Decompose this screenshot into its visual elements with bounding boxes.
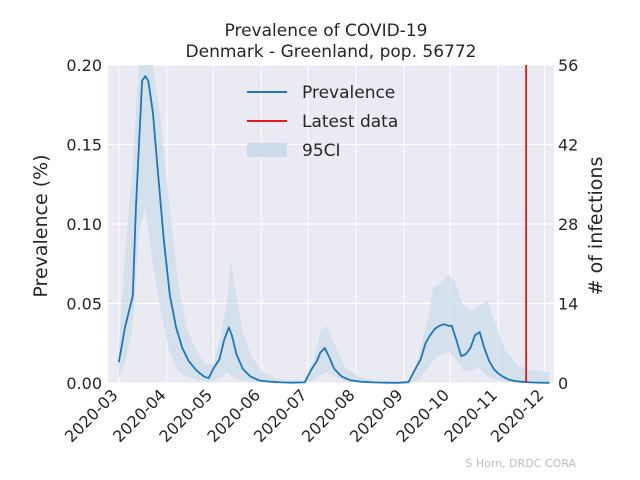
legend: Prevalence Latest data 95CI [247,83,398,161]
y2-tick-label: 42 [558,136,578,155]
y2-tick-label: 0 [558,374,568,393]
y2-axis-label: # of infections [585,157,607,296]
y-axis-label: Prevalence (%) [30,154,52,297]
chart-title: Prevalence of COVID-19 [225,21,428,41]
y-tick-label: 0.00 [66,374,102,393]
grid [108,64,554,384]
y-tick-label: 0.15 [66,136,102,155]
legend-ci-swatch [247,143,287,157]
chart-subtitle: Denmark - Greenland, pop. 56772 [186,42,477,62]
y-tick-label: 0.05 [66,295,102,314]
legend-ci-label: 95CI [302,141,341,161]
y-tick-label: 0.20 [66,56,102,75]
legend-prevalence-label: Prevalence [302,83,395,103]
y2-tick-label: 14 [558,295,578,314]
y2-tick-label: 56 [558,56,578,75]
ci-band [118,65,550,383]
y-tick-label: 0.10 [66,215,102,234]
prevalence-line [117,75,550,384]
x-axis-ticks: 2020-032020-042020-052020-062020-072020-… [61,385,548,446]
y2-tick-label: 28 [558,215,578,234]
legend-latest-label: Latest data [302,112,398,132]
credit-text: S Horn, DRDC CORA [465,457,576,470]
y-axis-ticks: 0.00 0.05 0.10 0.15 0.20 [66,56,102,393]
y2-axis-ticks: 0 14 28 42 56 [558,56,578,393]
